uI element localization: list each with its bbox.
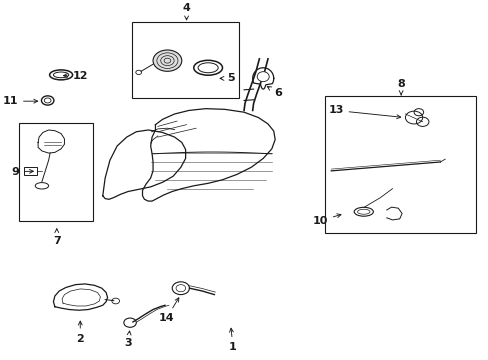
Text: 12: 12	[63, 71, 88, 81]
Text: 7: 7	[53, 229, 61, 246]
Bar	[24, 167, 37, 175]
Text: 13: 13	[327, 105, 400, 119]
Text: 3: 3	[124, 331, 132, 348]
Bar	[325, 96, 475, 233]
Bar	[19, 123, 93, 221]
Ellipse shape	[53, 72, 69, 78]
Circle shape	[153, 50, 182, 71]
Text: 14: 14	[158, 298, 179, 323]
Ellipse shape	[198, 63, 218, 73]
Text: 4: 4	[182, 3, 190, 20]
Ellipse shape	[357, 209, 369, 214]
Text: 5: 5	[220, 73, 234, 84]
Text: 2: 2	[76, 321, 84, 344]
Text: 8: 8	[396, 79, 404, 95]
Bar	[131, 22, 239, 98]
Ellipse shape	[257, 72, 268, 82]
Text: 9: 9	[11, 167, 33, 176]
Text: 11: 11	[2, 96, 38, 106]
Text: 10: 10	[312, 214, 340, 226]
Text: 6: 6	[267, 86, 282, 98]
Text: 1: 1	[229, 328, 236, 352]
Circle shape	[44, 98, 51, 103]
